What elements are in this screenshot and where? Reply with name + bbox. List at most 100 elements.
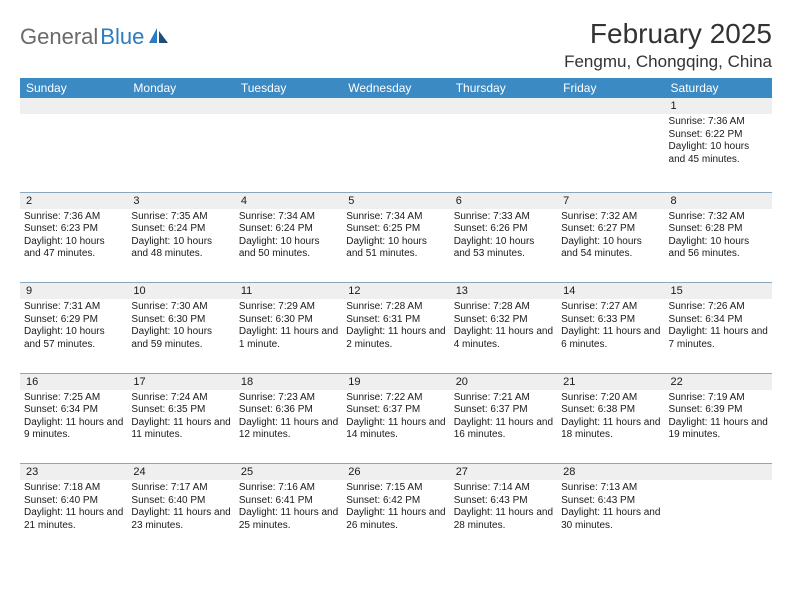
daylight-text: Daylight: 11 hours and 28 minutes. bbox=[454, 507, 553, 532]
week-row: Sunrise: 7:36 AMSunset: 6:22 PMDaylight:… bbox=[20, 114, 772, 192]
sunset-text: Sunset: 6:41 PM bbox=[239, 495, 338, 508]
day-cell: Sunrise: 7:22 AMSunset: 6:37 PMDaylight:… bbox=[342, 390, 449, 464]
sunset-text: Sunset: 6:27 PM bbox=[561, 223, 660, 236]
day-info: Sunrise: 7:16 AMSunset: 6:41 PMDaylight:… bbox=[239, 482, 338, 532]
sunrise-text: Sunrise: 7:19 AM bbox=[669, 392, 768, 405]
sunset-text: Sunset: 6:25 PM bbox=[346, 223, 445, 236]
sunrise-text: Sunrise: 7:14 AM bbox=[454, 482, 553, 495]
day-info: Sunrise: 7:29 AMSunset: 6:30 PMDaylight:… bbox=[239, 301, 338, 351]
sunrise-text: Sunrise: 7:16 AM bbox=[239, 482, 338, 495]
daylight-text: Daylight: 11 hours and 30 minutes. bbox=[561, 507, 660, 532]
dayhead-saturday: Saturday bbox=[665, 78, 772, 98]
day-cell: Sunrise: 7:19 AMSunset: 6:39 PMDaylight:… bbox=[665, 390, 772, 464]
sunrise-text: Sunrise: 7:28 AM bbox=[346, 301, 445, 314]
day-info: Sunrise: 7:34 AMSunset: 6:25 PMDaylight:… bbox=[346, 211, 445, 261]
daylight-text: Daylight: 11 hours and 16 minutes. bbox=[454, 417, 553, 442]
daylight-text: Daylight: 11 hours and 6 minutes. bbox=[561, 326, 660, 351]
daynum-cell: 13 bbox=[450, 283, 557, 300]
day-cell: Sunrise: 7:35 AMSunset: 6:24 PMDaylight:… bbox=[127, 209, 234, 283]
dayhead-tuesday: Tuesday bbox=[235, 78, 342, 98]
sunrise-text: Sunrise: 7:35 AM bbox=[131, 211, 230, 224]
day-info: Sunrise: 7:28 AMSunset: 6:32 PMDaylight:… bbox=[454, 301, 553, 351]
day-cell: Sunrise: 7:34 AMSunset: 6:25 PMDaylight:… bbox=[342, 209, 449, 283]
daylight-text: Daylight: 11 hours and 2 minutes. bbox=[346, 326, 445, 351]
sunset-text: Sunset: 6:32 PM bbox=[454, 314, 553, 327]
daynum-cell: 9 bbox=[20, 283, 127, 300]
sunset-text: Sunset: 6:35 PM bbox=[131, 404, 230, 417]
sunrise-text: Sunrise: 7:29 AM bbox=[239, 301, 338, 314]
daylight-text: Daylight: 11 hours and 12 minutes. bbox=[239, 417, 338, 442]
daynum-cell: 23 bbox=[20, 464, 127, 481]
daynum-cell bbox=[20, 98, 127, 114]
daylight-text: Daylight: 10 hours and 47 minutes. bbox=[24, 236, 123, 261]
daynum-row: 1 bbox=[20, 98, 772, 114]
day-info: Sunrise: 7:27 AMSunset: 6:33 PMDaylight:… bbox=[561, 301, 660, 351]
day-cell: Sunrise: 7:14 AMSunset: 6:43 PMDaylight:… bbox=[450, 480, 557, 554]
daynum-cell: 26 bbox=[342, 464, 449, 481]
day-cell bbox=[665, 480, 772, 554]
dayhead-sunday: Sunday bbox=[20, 78, 127, 98]
sunset-text: Sunset: 6:24 PM bbox=[239, 223, 338, 236]
week-row: Sunrise: 7:18 AMSunset: 6:40 PMDaylight:… bbox=[20, 480, 772, 554]
daynum-cell: 14 bbox=[557, 283, 664, 300]
daylight-text: Daylight: 11 hours and 21 minutes. bbox=[24, 507, 123, 532]
day-cell: Sunrise: 7:34 AMSunset: 6:24 PMDaylight:… bbox=[235, 209, 342, 283]
daynum-cell: 6 bbox=[450, 192, 557, 209]
day-info: Sunrise: 7:26 AMSunset: 6:34 PMDaylight:… bbox=[669, 301, 768, 351]
daynum-cell: 19 bbox=[342, 373, 449, 390]
daylight-text: Daylight: 10 hours and 59 minutes. bbox=[131, 326, 230, 351]
daynum-cell: 7 bbox=[557, 192, 664, 209]
logo-text-blue: Blue bbox=[100, 24, 144, 50]
day-cell: Sunrise: 7:21 AMSunset: 6:37 PMDaylight:… bbox=[450, 390, 557, 464]
daynum-cell: 8 bbox=[665, 192, 772, 209]
daynum-row: 2345678 bbox=[20, 192, 772, 209]
day-cell bbox=[235, 114, 342, 192]
daynum-row: 16171819202122 bbox=[20, 373, 772, 390]
day-info: Sunrise: 7:20 AMSunset: 6:38 PMDaylight:… bbox=[561, 392, 660, 442]
sunset-text: Sunset: 6:40 PM bbox=[24, 495, 123, 508]
title-block: February 2025 Fengmu, Chongqing, China bbox=[564, 18, 772, 72]
day-cell: Sunrise: 7:23 AMSunset: 6:36 PMDaylight:… bbox=[235, 390, 342, 464]
day-cell bbox=[450, 114, 557, 192]
day-info: Sunrise: 7:24 AMSunset: 6:35 PMDaylight:… bbox=[131, 392, 230, 442]
sunrise-text: Sunrise: 7:34 AM bbox=[239, 211, 338, 224]
day-info: Sunrise: 7:36 AMSunset: 6:22 PMDaylight:… bbox=[669, 116, 768, 166]
header: GeneralBlue February 2025 Fengmu, Chongq… bbox=[20, 18, 772, 72]
day-cell: Sunrise: 7:31 AMSunset: 6:29 PMDaylight:… bbox=[20, 299, 127, 373]
day-cell bbox=[20, 114, 127, 192]
week-row: Sunrise: 7:25 AMSunset: 6:34 PMDaylight:… bbox=[20, 390, 772, 464]
day-cell: Sunrise: 7:28 AMSunset: 6:31 PMDaylight:… bbox=[342, 299, 449, 373]
daylight-text: Daylight: 10 hours and 51 minutes. bbox=[346, 236, 445, 261]
day-cell: Sunrise: 7:32 AMSunset: 6:27 PMDaylight:… bbox=[557, 209, 664, 283]
day-cell: Sunrise: 7:24 AMSunset: 6:35 PMDaylight:… bbox=[127, 390, 234, 464]
calendar-table: SundayMondayTuesdayWednesdayThursdayFrid… bbox=[20, 78, 772, 554]
sunset-text: Sunset: 6:34 PM bbox=[24, 404, 123, 417]
sunrise-text: Sunrise: 7:13 AM bbox=[561, 482, 660, 495]
day-info: Sunrise: 7:35 AMSunset: 6:24 PMDaylight:… bbox=[131, 211, 230, 261]
daylight-text: Daylight: 11 hours and 7 minutes. bbox=[669, 326, 768, 351]
dayhead-thursday: Thursday bbox=[450, 78, 557, 98]
daynum-cell: 17 bbox=[127, 373, 234, 390]
sunrise-text: Sunrise: 7:33 AM bbox=[454, 211, 553, 224]
day-info: Sunrise: 7:14 AMSunset: 6:43 PMDaylight:… bbox=[454, 482, 553, 532]
sunrise-text: Sunrise: 7:17 AM bbox=[131, 482, 230, 495]
sunrise-text: Sunrise: 7:23 AM bbox=[239, 392, 338, 405]
day-info: Sunrise: 7:13 AMSunset: 6:43 PMDaylight:… bbox=[561, 482, 660, 532]
day-info: Sunrise: 7:31 AMSunset: 6:29 PMDaylight:… bbox=[24, 301, 123, 351]
day-cell: Sunrise: 7:17 AMSunset: 6:40 PMDaylight:… bbox=[127, 480, 234, 554]
dayhead-row: SundayMondayTuesdayWednesdayThursdayFrid… bbox=[20, 78, 772, 98]
daylight-text: Daylight: 11 hours and 26 minutes. bbox=[346, 507, 445, 532]
sunset-text: Sunset: 6:38 PM bbox=[561, 404, 660, 417]
sunset-text: Sunset: 6:30 PM bbox=[131, 314, 230, 327]
day-info: Sunrise: 7:28 AMSunset: 6:31 PMDaylight:… bbox=[346, 301, 445, 351]
dayhead-friday: Friday bbox=[557, 78, 664, 98]
week-row: Sunrise: 7:31 AMSunset: 6:29 PMDaylight:… bbox=[20, 299, 772, 373]
day-cell bbox=[557, 114, 664, 192]
daynum-cell: 4 bbox=[235, 192, 342, 209]
day-info: Sunrise: 7:18 AMSunset: 6:40 PMDaylight:… bbox=[24, 482, 123, 532]
day-cell: Sunrise: 7:29 AMSunset: 6:30 PMDaylight:… bbox=[235, 299, 342, 373]
daynum-cell: 15 bbox=[665, 283, 772, 300]
sunset-text: Sunset: 6:36 PM bbox=[239, 404, 338, 417]
daynum-cell: 20 bbox=[450, 373, 557, 390]
sunset-text: Sunset: 6:29 PM bbox=[24, 314, 123, 327]
